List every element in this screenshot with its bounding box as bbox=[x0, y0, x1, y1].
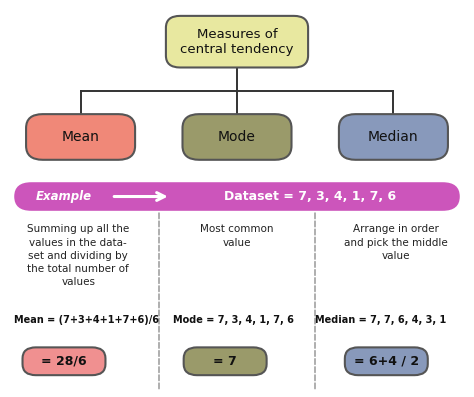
Text: Summing up all the
values in the data-
set and dividing by
the total number of
v: Summing up all the values in the data- s… bbox=[27, 224, 129, 287]
Text: Example: Example bbox=[36, 190, 92, 203]
Text: Dataset = 7, 3, 4, 1, 7, 6: Dataset = 7, 3, 4, 1, 7, 6 bbox=[224, 190, 397, 203]
Text: Measures of
central tendency: Measures of central tendency bbox=[180, 28, 294, 56]
Text: = 28/6: = 28/6 bbox=[41, 355, 87, 368]
FancyBboxPatch shape bbox=[14, 182, 460, 211]
Text: Mode = 7, 3, 4, 1, 7, 6: Mode = 7, 3, 4, 1, 7, 6 bbox=[173, 314, 294, 325]
Text: Mode: Mode bbox=[218, 130, 256, 144]
Text: = 6+4 / 2: = 6+4 / 2 bbox=[354, 355, 419, 368]
FancyBboxPatch shape bbox=[166, 16, 308, 67]
FancyBboxPatch shape bbox=[339, 114, 448, 160]
Text: Mean: Mean bbox=[62, 130, 100, 144]
Text: Median: Median bbox=[368, 130, 419, 144]
Text: = 7: = 7 bbox=[213, 355, 237, 368]
FancyBboxPatch shape bbox=[26, 114, 135, 160]
Text: Most common
value: Most common value bbox=[200, 224, 274, 247]
Text: Mean = (7+3+4+1+7+6)/6: Mean = (7+3+4+1+7+6)/6 bbox=[14, 314, 159, 325]
FancyBboxPatch shape bbox=[182, 114, 292, 160]
Text: Arrange in order
and pick the middle
value: Arrange in order and pick the middle val… bbox=[344, 224, 447, 261]
FancyBboxPatch shape bbox=[183, 347, 266, 375]
FancyBboxPatch shape bbox=[345, 347, 428, 375]
Text: Median = 7, 7, 6, 4, 3, 1: Median = 7, 7, 6, 4, 3, 1 bbox=[315, 314, 447, 325]
FancyBboxPatch shape bbox=[23, 347, 105, 375]
